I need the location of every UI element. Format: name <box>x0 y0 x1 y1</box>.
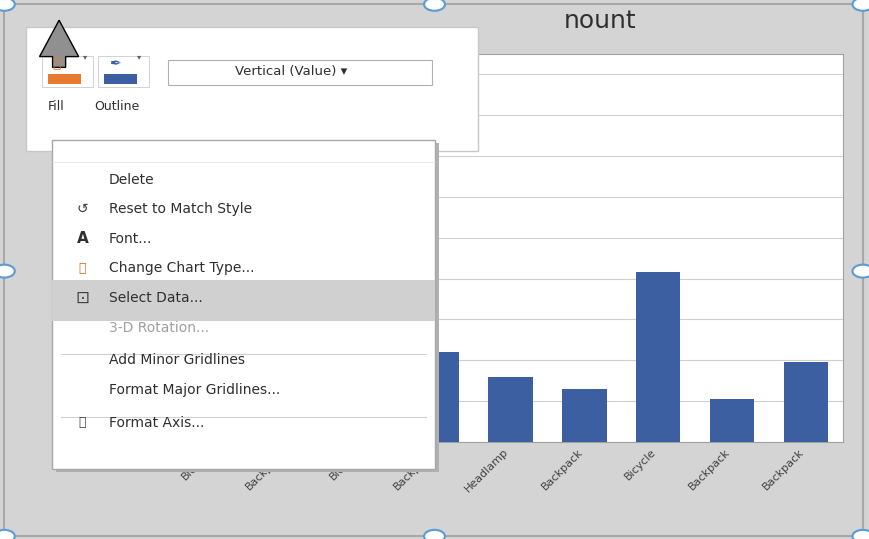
Text: nount: nount <box>563 9 636 32</box>
Text: A: A <box>76 231 89 246</box>
Text: ✒: ✒ <box>109 58 121 72</box>
Bar <box>415 352 459 442</box>
Text: ▾: ▾ <box>83 52 87 61</box>
Text: Change Chart Type...: Change Chart Type... <box>109 261 254 275</box>
Bar <box>562 389 607 442</box>
Text: ↺: ↺ <box>76 202 89 216</box>
Text: Add Minor Gridlines: Add Minor Gridlines <box>109 354 245 368</box>
Bar <box>267 370 311 442</box>
Text: 3-D Rotation...: 3-D Rotation... <box>109 321 209 335</box>
Bar <box>193 107 237 442</box>
Text: Vertical (Value) ▾: Vertical (Value) ▾ <box>235 65 348 78</box>
Bar <box>119 401 163 442</box>
Text: Reset to Match Style: Reset to Match Style <box>109 202 252 216</box>
Text: Fill: Fill <box>48 100 65 113</box>
Text: Font...: Font... <box>109 232 152 246</box>
Text: 📊: 📊 <box>79 262 86 275</box>
Bar <box>784 362 828 442</box>
Text: Delete: Delete <box>109 172 155 186</box>
Text: Outline: Outline <box>95 100 140 113</box>
Text: ⛽: ⛽ <box>52 57 61 71</box>
Text: Format Major Gridlines...: Format Major Gridlines... <box>109 383 280 397</box>
Bar <box>636 272 680 442</box>
Text: ▾: ▾ <box>137 52 141 61</box>
Text: ⊡: ⊡ <box>76 289 90 307</box>
Bar <box>341 272 385 442</box>
Bar <box>488 377 533 442</box>
Text: 📈: 📈 <box>79 417 86 430</box>
Text: Format Axis...: Format Axis... <box>109 416 204 430</box>
Text: Select Data...: Select Data... <box>109 291 202 305</box>
Bar <box>710 399 754 442</box>
